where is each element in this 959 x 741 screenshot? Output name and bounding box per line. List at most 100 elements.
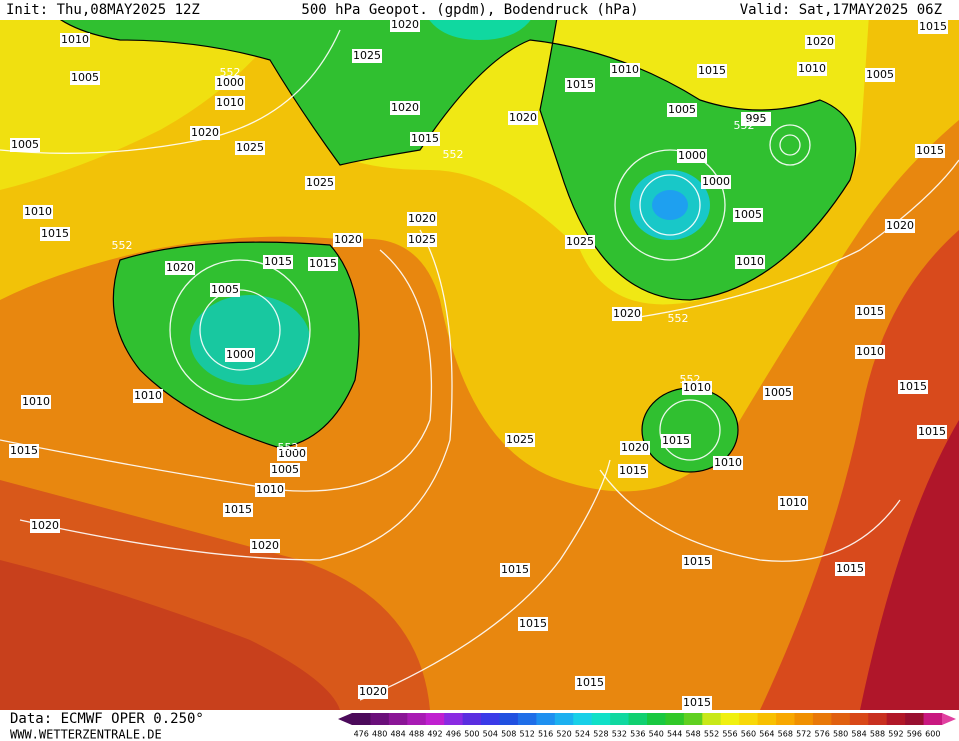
isobar-label-box — [210, 283, 240, 297]
isobar-label-box — [9, 444, 39, 458]
isobar-label: 1005 — [11, 138, 39, 151]
colorbar-label: 524 — [575, 730, 590, 739]
contour-label: 552 — [220, 66, 241, 79]
isobar-label: 1010 — [736, 255, 764, 268]
isobar-label: 1005 — [271, 463, 299, 476]
isobar-label-box — [250, 539, 280, 553]
isobar-label-box — [30, 519, 60, 533]
colorbar-swatch — [702, 713, 722, 725]
contour-label: 552 — [112, 239, 133, 252]
isobar-label: 1015 — [698, 64, 726, 77]
isobar-label-box — [60, 33, 90, 47]
isobar-label: 1020 — [613, 307, 641, 320]
colorbar-label: 540 — [649, 730, 664, 739]
isobar-label-box — [565, 235, 595, 249]
isobar-label: 1005 — [211, 283, 239, 296]
isobar-label: 1005 — [764, 386, 792, 399]
isobar-label-box — [835, 562, 865, 576]
colorbar-label: 496 — [446, 730, 461, 739]
isobar-label-box — [225, 348, 255, 362]
map-title: 500 hPa Geopot. (gpdm), Bodendruck (hPa) — [301, 2, 638, 18]
colorbar-label: 588 — [870, 730, 885, 739]
isobar-label-box — [797, 62, 827, 76]
isobar-label: 1010 — [134, 389, 162, 402]
isobar-label: 1010 — [779, 496, 807, 509]
colorbar-label: 504 — [483, 730, 498, 739]
isobar-label: 1010 — [611, 63, 639, 76]
isobar-label: 1025 — [408, 233, 436, 246]
data-source: Data: ECMWF OPER 0.250° — [10, 711, 204, 727]
isobar-label-box — [778, 496, 808, 510]
isobar-label-box — [701, 175, 731, 189]
colorbar-swatch — [444, 713, 464, 725]
isobar-label: 1005 — [866, 68, 894, 81]
isobar-label-box — [805, 35, 835, 49]
colorbar-label: 568 — [778, 730, 793, 739]
isobar-label-box — [305, 176, 335, 190]
isobar-label: 1020 — [509, 111, 537, 124]
isobar-label-box — [575, 676, 605, 690]
isobar-label: 1010 — [61, 33, 89, 46]
colorbar-label: 516 — [538, 730, 553, 739]
isobar-label: 1015 — [662, 434, 690, 447]
isobar-label-box — [682, 555, 712, 569]
isobar-label: 1000 — [226, 348, 254, 361]
isobar-label-box — [885, 219, 915, 233]
colorbar-swatch — [665, 713, 685, 725]
isobar-label: 1015 — [919, 20, 947, 33]
isobar-label: 1015 — [856, 305, 884, 318]
colorbar-label: 584 — [851, 730, 866, 739]
isobar-label-box — [855, 345, 885, 359]
isobar-label-box — [10, 138, 40, 152]
isobar-label: 1020 — [408, 212, 436, 225]
colorbar-swatch — [831, 713, 851, 725]
colorbar-label: 488 — [409, 730, 424, 739]
isobar-label-box — [508, 111, 538, 125]
isobar-label: 1015 — [519, 617, 547, 630]
init-time: Init: Thu,08MAY2025 12Z — [6, 2, 200, 18]
isobar-label-box — [855, 305, 885, 319]
colorbar-label: 532 — [612, 730, 627, 739]
isobar-label: 1015 — [683, 696, 711, 709]
colorbar-label: 480 — [372, 730, 387, 739]
contour-label: 552 — [668, 312, 689, 325]
isobar-label: 1015 — [224, 503, 252, 516]
colorbar-label: 576 — [815, 730, 830, 739]
isobar-label: 1010 — [714, 456, 742, 469]
colorbar-swatch — [849, 713, 869, 725]
isobar-label-box — [682, 696, 712, 710]
isobar-label-box — [918, 20, 948, 34]
isobar-label-box — [70, 71, 100, 85]
isobar-label: 1015 — [264, 255, 292, 268]
isobar-label: 1000 — [702, 175, 730, 188]
valid-time: Valid: Sat,17MAY2025 06Z — [740, 2, 942, 18]
isobar-label: 1005 — [668, 103, 696, 116]
isobar-label: 1010 — [856, 345, 884, 358]
isobar-label-box — [733, 208, 763, 222]
contour-label: 552 — [443, 148, 464, 161]
isobar-label: 1000 — [216, 76, 244, 89]
colorbar-label: 536 — [630, 730, 645, 739]
colorbar-label: 564 — [759, 730, 774, 739]
header-band — [0, 0, 959, 20]
isobar-label-box — [358, 685, 388, 699]
isobar-label-box — [410, 132, 440, 146]
colorbar-swatch — [481, 713, 500, 725]
isobar-label: 1010 — [24, 205, 52, 218]
isobar-label: 1000 — [678, 149, 706, 162]
isobar-label: 1015 — [916, 144, 944, 157]
isobar-label-box — [21, 395, 51, 409]
isobar-label: 1020 — [391, 101, 419, 114]
isobar-label-box — [333, 233, 363, 247]
isobar-label-box — [352, 49, 382, 63]
colorbar-label: 552 — [704, 730, 719, 739]
isobar-label: 1015 — [41, 227, 69, 240]
colorbar-swatch — [905, 713, 925, 725]
isobar-label-box — [915, 144, 945, 158]
contour-label: 552 — [680, 373, 701, 386]
colorbar-swatch — [868, 713, 888, 725]
colorbar-arrow-left — [338, 713, 352, 725]
isobar-label-box — [133, 389, 163, 403]
isobar-label-box — [898, 380, 928, 394]
isobar-label-box — [565, 78, 595, 92]
